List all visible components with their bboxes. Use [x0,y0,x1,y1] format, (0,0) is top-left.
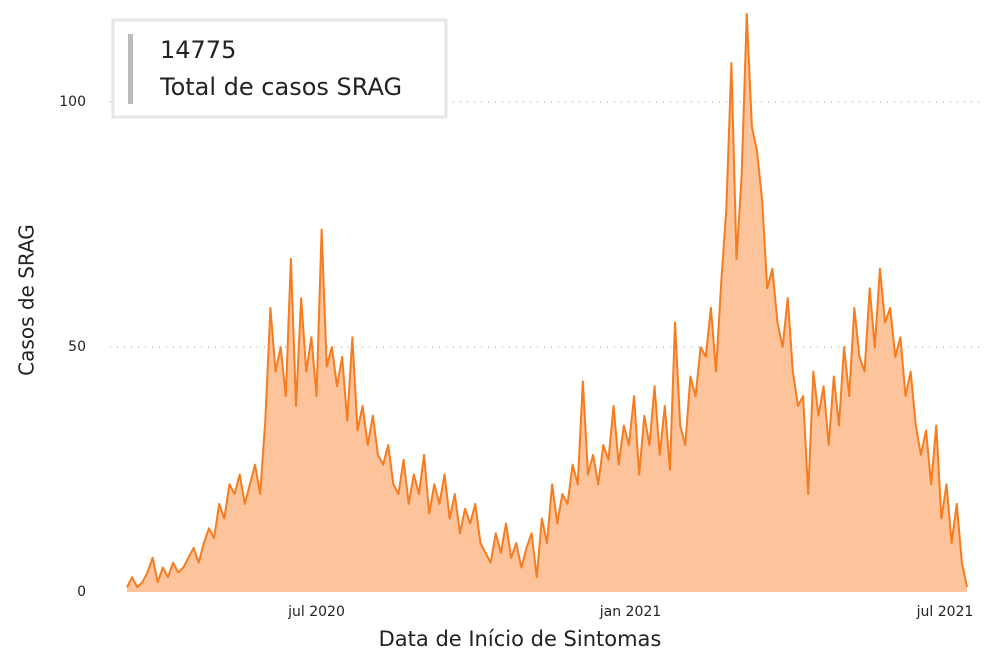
card-accent [128,34,133,104]
card-box [111,18,448,119]
x-tick-label: jul 2020 [287,604,345,620]
y-tick-label: 50 [68,339,86,355]
y-tick-label: 0 [77,584,86,600]
x-tick-label: jul 2021 [916,604,974,620]
kpi-card: 14775 Total de casos SRAG [111,18,448,119]
kpi-label: Total de casos SRAG [159,73,402,101]
plot: 0 50 100 jul 2020 jan 2021 jul 2021 [59,13,985,620]
x-tick-label: jan 2021 [599,604,661,620]
line [126,13,968,589]
y-tick-label: 100 [59,94,86,110]
kpi-value: 14775 [160,36,236,64]
x-axis-label: Data de Início de Sintomas [379,627,662,651]
y-axis-label: Casos de SRAG [15,224,39,376]
